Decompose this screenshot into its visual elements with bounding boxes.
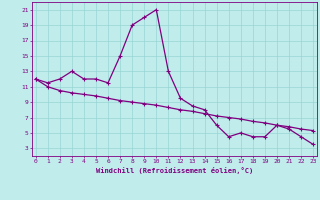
X-axis label: Windchill (Refroidissement éolien,°C): Windchill (Refroidissement éolien,°C) — [96, 167, 253, 174]
